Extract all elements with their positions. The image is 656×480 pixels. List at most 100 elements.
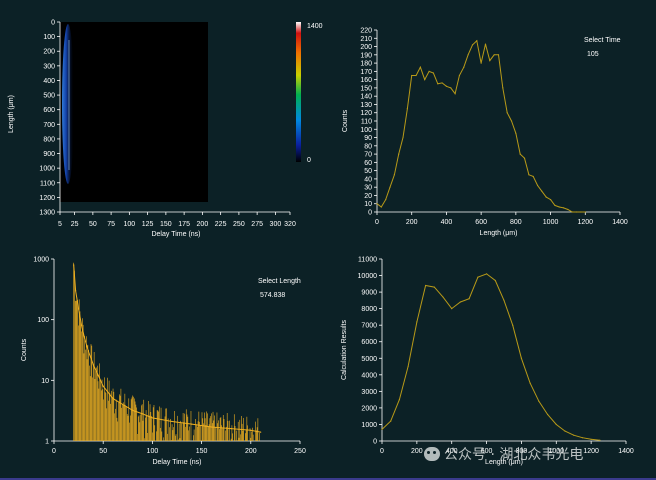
y-tick-label: 160 xyxy=(360,77,372,84)
y-tick-label: 100 xyxy=(360,127,372,134)
y-tick-label: 10 xyxy=(41,378,49,385)
data-point xyxy=(484,43,487,45)
data-point xyxy=(549,198,552,201)
select-time-label: Select Time xyxy=(584,37,621,44)
y-tick-label: 110 xyxy=(361,119,372,126)
data-point xyxy=(433,286,435,288)
heatmap-panel: 0100200300400500600700800900100011001200… xyxy=(8,20,323,239)
data-point xyxy=(571,211,573,213)
y-tick-label: 1000 xyxy=(33,257,49,264)
data-point xyxy=(428,70,430,72)
data-point xyxy=(520,357,523,359)
watermark-text: 公众号 · 湖北众韦光电 xyxy=(444,447,584,463)
x-tick-label: 200 xyxy=(411,448,423,455)
y-tick-label: 130 xyxy=(360,102,372,109)
heatmap-x-tick-label: 150 xyxy=(160,221,172,228)
x-tick-label: 1000 xyxy=(543,219,559,226)
y-tick-label: 70 xyxy=(364,152,372,159)
calculation-results-chart: 0 200 400 600 800 1000 1200 1400 0 1000 2000 3000 40… xyxy=(341,257,634,467)
y-tick-label: 140 xyxy=(360,94,372,101)
heatmap-y-tick-label: 1000 xyxy=(39,166,55,173)
colorbar-min-label: 0 xyxy=(307,157,311,164)
data-point xyxy=(584,211,586,213)
data-point xyxy=(512,324,514,326)
data-point xyxy=(75,290,77,292)
heatmap-y-tick-label: 300 xyxy=(43,63,55,70)
data-point xyxy=(230,428,232,430)
y-tick-label: 3000 xyxy=(361,389,377,396)
x-tick-label: 400 xyxy=(446,448,458,455)
heatmap-x-tick-label: 50 xyxy=(89,221,97,228)
heatmap-x-tick-label: 320 xyxy=(284,221,296,228)
select-length-label: Select Length xyxy=(258,278,301,285)
heatmap-y-tick-label: 600 xyxy=(43,107,55,114)
data-point xyxy=(102,385,104,387)
data-point xyxy=(506,112,508,114)
y-tick-label: 80 xyxy=(364,143,372,150)
y-tick-label: 2000 xyxy=(361,405,377,412)
data-point xyxy=(503,299,505,301)
heatmap-x-tick-label: 175 xyxy=(178,221,190,228)
heatmap-plot-area[interactable] xyxy=(60,22,208,202)
data-point xyxy=(385,198,387,201)
y-tick-label: 0 xyxy=(368,210,372,217)
x-tick-label: 100 xyxy=(147,448,159,455)
heatmap-y-tick-label: 900 xyxy=(43,151,55,158)
data-point xyxy=(454,93,456,95)
colorbar xyxy=(296,22,301,162)
data-point xyxy=(451,308,453,310)
data-point xyxy=(573,434,575,436)
data-point xyxy=(497,54,500,56)
data-point xyxy=(528,174,530,176)
data-point xyxy=(468,298,470,300)
select-time-value: 105 xyxy=(587,51,599,58)
data-point xyxy=(515,132,517,135)
heatmap-y-tick-label: 400 xyxy=(43,78,55,85)
data-point xyxy=(390,420,392,422)
y-tick-label: 220 xyxy=(360,28,372,35)
heatmap-y-tick-label: 700 xyxy=(43,122,55,129)
heatmap-x-tick-label: 75 xyxy=(107,221,115,228)
data-point xyxy=(411,74,413,77)
data-point xyxy=(523,157,526,159)
data-point xyxy=(376,203,378,205)
data-point xyxy=(581,437,584,439)
heatmap-y-tick-label: 0 xyxy=(51,20,55,27)
x-tick-label: 200 xyxy=(406,219,418,226)
heatmap-x-tick-label: 250 xyxy=(233,221,245,228)
data-point xyxy=(558,206,560,208)
data-point xyxy=(459,301,462,303)
heatmap-x-tick-label: 200 xyxy=(197,221,209,228)
data-point xyxy=(406,107,408,110)
decay-noise-bars xyxy=(73,262,261,441)
data-point xyxy=(471,44,474,46)
colorbar-max-label: 1400 xyxy=(307,23,323,30)
data-point xyxy=(381,428,383,431)
heatmap-x-tick-label: 300 xyxy=(270,221,282,228)
x-tick-label: 0 xyxy=(375,219,379,226)
data-series-line xyxy=(381,273,600,441)
y-tick-label: 170 xyxy=(360,69,372,76)
data-point xyxy=(493,54,495,56)
data-point xyxy=(494,279,496,282)
y-tick-label: 120 xyxy=(360,110,372,117)
x-tick-label: 1200 xyxy=(577,219,593,226)
heatmap-x-axis-title: Delay Time (ns) xyxy=(151,231,200,238)
x-tick-label: 150 xyxy=(196,448,208,455)
x-tick-label: 600 xyxy=(475,219,487,226)
watermark: 公众号 · 湖北众韦光电 xyxy=(424,444,583,464)
y-tick-label: 6000 xyxy=(361,339,377,346)
heatmap-y-tick-label: 500 xyxy=(43,93,55,100)
x-tick-label: 50 xyxy=(99,448,107,455)
select-length-value: 574.838 xyxy=(260,292,286,299)
data-point xyxy=(442,296,444,298)
data-point xyxy=(191,423,193,425)
data-point xyxy=(407,365,409,368)
y-tick-label: 180 xyxy=(360,61,372,68)
decay-chart: 0 50 100 150 200 250 1 10 100 1000 Delay Time (ns)… xyxy=(21,257,306,467)
heatmap-x-tick-label: 225 xyxy=(215,221,227,228)
data-point xyxy=(437,83,439,85)
data-point xyxy=(554,204,556,206)
heatmap-x-tick-label: 125 xyxy=(142,221,154,228)
